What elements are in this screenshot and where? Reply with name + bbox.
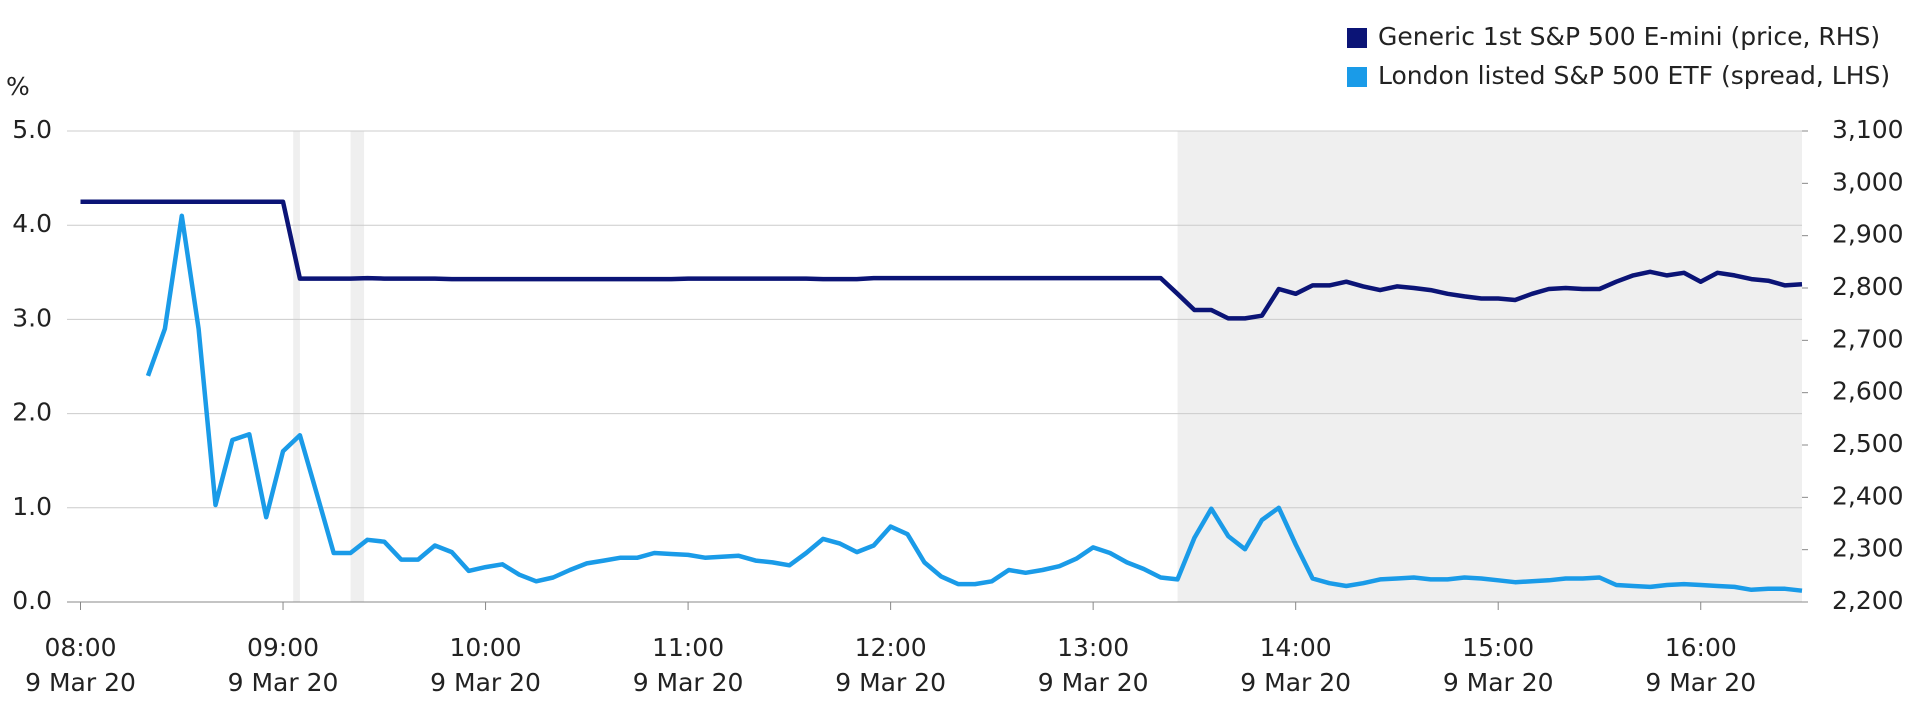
x-tick-label: 9 Mar 20 <box>1038 668 1149 697</box>
legend-label: Generic 1st S&P 500 E-mini (price, RHS) <box>1378 22 1880 51</box>
y-tick-label: 1.0 <box>12 492 52 521</box>
y2-tick-label: 2,800 <box>1832 272 1904 301</box>
y-axis-label: % <box>6 72 30 101</box>
x-tick-label: 9 Mar 20 <box>1443 668 1554 697</box>
x-tick-label: 08:00 <box>44 633 116 662</box>
y2-tick-label: 2,300 <box>1832 534 1904 563</box>
shaded-period <box>1177 131 1802 602</box>
x-tick-label: 14:00 <box>1260 633 1332 662</box>
legend-swatch <box>1347 28 1367 48</box>
x-tick-label: 9 Mar 20 <box>835 668 946 697</box>
y-tick-label: 2.0 <box>12 398 52 427</box>
y-tick-label: 5.0 <box>12 115 52 144</box>
y2-tick-label: 3,100 <box>1832 115 1904 144</box>
x-tick-label: 13:00 <box>1057 633 1129 662</box>
legend-swatch <box>1347 67 1367 87</box>
x-tick-label: 9 Mar 20 <box>1240 668 1351 697</box>
series-line <box>80 199 1803 321</box>
y-tick-label: 0.0 <box>12 586 52 615</box>
shaded-period <box>350 131 365 602</box>
y2-tick-label: 2,900 <box>1832 220 1904 249</box>
y2-tick-label: 3,000 <box>1832 167 1904 196</box>
x-tick-label: 9 Mar 20 <box>633 668 744 697</box>
shaded-period <box>293 131 300 602</box>
y-tick-label: 4.0 <box>12 209 52 238</box>
y2-tick-label: 2,500 <box>1832 429 1904 458</box>
y-tick-label: 3.0 <box>12 303 52 332</box>
legend-label: London listed S&P 500 ETF (spread, LHS) <box>1378 61 1890 90</box>
x-tick-label: 9 Mar 20 <box>228 668 339 697</box>
y2-tick-label: 2,400 <box>1832 481 1904 510</box>
x-tick-label: 11:00 <box>652 633 724 662</box>
x-tick-label: 16:00 <box>1665 633 1737 662</box>
y2-tick-label: 2,200 <box>1832 586 1904 615</box>
x-tick-label: 10:00 <box>450 633 522 662</box>
y2-tick-label: 2,600 <box>1832 377 1904 406</box>
x-tick-label: 9 Mar 20 <box>1645 668 1756 697</box>
x-tick-label: 09:00 <box>247 633 319 662</box>
x-tick-label: 9 Mar 20 <box>430 668 541 697</box>
x-tick-label: 12:00 <box>855 633 927 662</box>
x-tick-label: 15:00 <box>1462 633 1534 662</box>
y2-tick-label: 2,700 <box>1832 324 1904 353</box>
series-line <box>145 213 1803 593</box>
x-tick-label: 9 Mar 20 <box>25 668 136 697</box>
